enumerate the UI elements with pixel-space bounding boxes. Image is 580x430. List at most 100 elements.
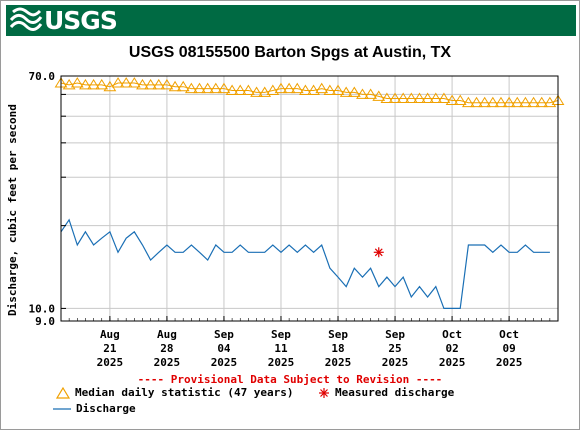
median-point — [356, 88, 369, 99]
x-tick-label: Sep — [271, 328, 291, 341]
series-layer — [54, 77, 565, 309]
median-point — [380, 92, 394, 103]
median-point — [413, 92, 426, 103]
legend-discharge: Discharge — [52, 402, 136, 415]
x-tick-label: 11 — [274, 342, 288, 355]
x-tick-label: Sep — [328, 328, 348, 341]
median-point — [429, 92, 443, 103]
median-point — [136, 78, 149, 90]
x-tick-label: 2025 — [439, 356, 466, 369]
x-tick-label: 25 — [388, 342, 401, 355]
usgs-wave-icon — [9, 7, 43, 31]
median-point — [258, 86, 272, 97]
median-point — [445, 94, 459, 106]
x-tick-label: 2025 — [154, 356, 181, 369]
median-point — [347, 86, 361, 97]
median-point — [70, 77, 84, 88]
median-point — [282, 82, 296, 94]
median-point — [201, 82, 215, 94]
median-point — [502, 96, 516, 108]
y-tick-label: 9.0 — [35, 315, 55, 328]
median-point — [62, 78, 76, 90]
median-point — [486, 96, 500, 108]
plot-area-border — [60, 75, 559, 322]
median-point — [461, 96, 475, 108]
median-point — [478, 96, 492, 108]
x-tick-label: 04 — [217, 342, 231, 355]
x-tick-label: 28 — [160, 342, 173, 355]
legend-measured: Measured discharge — [318, 386, 454, 399]
usgs-logo[interactable]: USGS — [9, 6, 118, 35]
x-tick-label: 21 — [103, 342, 117, 355]
median-point — [396, 92, 410, 103]
tick-label-layer: Aug212025Aug282025Sep042025Sep112025Sep1… — [29, 70, 523, 369]
median-point — [453, 94, 467, 106]
median-point — [364, 88, 377, 99]
tick-layer — [60, 93, 559, 321]
median-point — [209, 82, 223, 94]
median-point — [519, 96, 532, 108]
median-point — [535, 96, 549, 108]
median-point — [331, 84, 345, 95]
median-point — [233, 84, 247, 95]
grid-layer — [61, 76, 558, 321]
measured-point — [373, 247, 384, 258]
median-point — [339, 86, 353, 97]
median-point — [95, 78, 109, 90]
median-point — [299, 84, 312, 95]
x-tick-label: 2025 — [496, 356, 523, 369]
y-tick-label: 10.0 — [29, 302, 56, 315]
usgs-logo-text: USGS — [44, 6, 118, 35]
x-tick-label: 2025 — [268, 356, 295, 369]
median-point — [87, 78, 100, 90]
median-line — [60, 82, 559, 104]
legend-label-discharge: Discharge — [76, 402, 136, 415]
median-point — [160, 78, 174, 90]
median-point — [388, 92, 402, 103]
median-point — [470, 96, 483, 108]
median-point — [225, 84, 239, 95]
median-point — [217, 82, 231, 94]
median-point — [119, 77, 133, 88]
x-tick-label: Oct — [499, 328, 519, 341]
median-point — [510, 96, 524, 108]
median-point — [527, 96, 540, 108]
median-point — [315, 82, 329, 94]
median-point — [307, 84, 320, 95]
median-point — [168, 80, 182, 92]
median-point — [184, 82, 198, 94]
x-tick-label: 2025 — [382, 356, 409, 369]
median-point — [111, 77, 125, 88]
provisional-disclaimer: ---- Provisional Data Subject to Revisio… — [137, 373, 443, 386]
discharge-line — [60, 218, 550, 309]
x-tick-label: Sep — [385, 328, 405, 341]
chart-title: USGS 08155500 Barton Spgs at Austin, TX — [128, 44, 452, 61]
median-point — [152, 78, 166, 90]
median-point — [290, 82, 304, 94]
asterisk-marker-icon — [319, 387, 329, 398]
median-point — [404, 92, 418, 103]
median-point — [543, 96, 557, 108]
median-point — [266, 84, 280, 95]
x-tick-label: Sep — [214, 328, 234, 341]
x-tick-label: 2025 — [211, 356, 238, 369]
y-axis-label: Discharge, cubic feet per second — [6, 104, 19, 316]
x-tick-label: 02 — [445, 342, 458, 355]
legend-label-median: Median daily statistic (47 years) — [75, 386, 294, 399]
legend-median: Median daily statistic (47 years) — [56, 386, 294, 399]
median-point — [494, 96, 508, 108]
triangle-marker-icon — [56, 386, 70, 399]
x-tick-label: Aug — [100, 328, 120, 341]
x-tick-label: 09 — [502, 342, 515, 355]
median-point — [242, 84, 255, 95]
x-tick-label: 2025 — [325, 356, 352, 369]
x-tick-label: Oct — [442, 328, 462, 341]
median-point — [421, 92, 435, 103]
legend-label-measured: Measured discharge — [335, 386, 455, 399]
median-point — [79, 78, 92, 90]
median-point — [176, 80, 190, 92]
x-tick-label: 18 — [331, 342, 344, 355]
median-point — [127, 77, 141, 88]
